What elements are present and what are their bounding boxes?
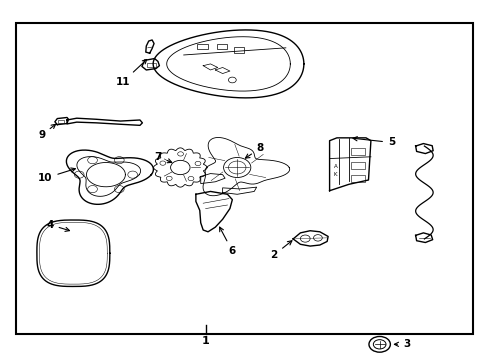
Bar (16, 23, 472, 334)
Bar (146, 63, 155, 67)
Text: 8: 8 (245, 143, 264, 158)
Bar (197, 44, 207, 49)
Text: 6: 6 (219, 227, 236, 256)
Bar (216, 44, 227, 49)
Bar (58, 120, 63, 123)
Text: 2: 2 (270, 241, 291, 260)
Text: 3: 3 (394, 339, 409, 349)
Bar (351, 175, 365, 182)
Text: 11: 11 (116, 59, 146, 87)
Text: 10: 10 (38, 168, 75, 183)
Text: A: A (333, 164, 337, 169)
Bar (351, 148, 365, 155)
Bar (233, 47, 244, 53)
Bar (351, 162, 365, 169)
Text: 4: 4 (46, 220, 69, 231)
Text: K: K (333, 172, 336, 177)
Text: 9: 9 (38, 124, 56, 140)
Text: 1: 1 (202, 337, 209, 346)
Text: 7: 7 (154, 152, 171, 163)
Text: 5: 5 (352, 137, 394, 148)
